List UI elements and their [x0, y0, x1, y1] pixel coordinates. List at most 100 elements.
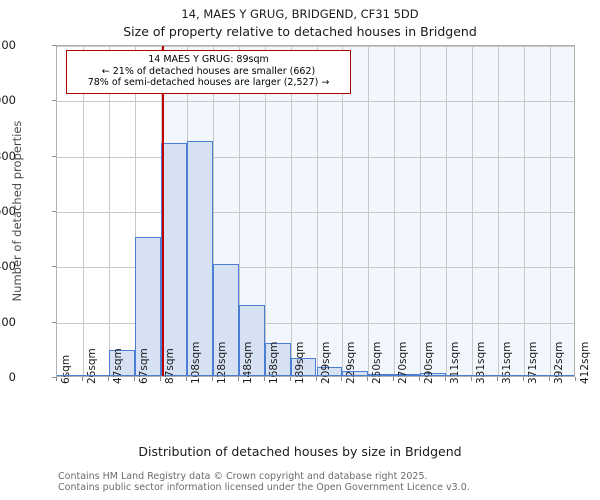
y-tick-label: 200	[0, 314, 16, 329]
gridline-vertical	[472, 46, 473, 376]
property-annotation-callout: 14 MAES Y GRUG: 89sqm ← 21% of detached …	[66, 50, 351, 94]
gridline-horizontal	[57, 156, 574, 158]
x-tick-label: 392sqm	[553, 341, 566, 384]
x-axis-title: Distribution of detached houses by size …	[138, 444, 462, 459]
gridline-vertical	[83, 46, 84, 376]
x-tick-mark	[316, 377, 317, 381]
footer-line-1: Contains HM Land Registry data © Crown c…	[58, 471, 428, 482]
plot-area	[56, 45, 575, 377]
x-tick-label: 128sqm	[215, 341, 228, 384]
chart-subtitle: Size of property relative to detached ho…	[123, 24, 477, 39]
gridline-horizontal	[57, 322, 574, 324]
x-tick-mark	[212, 377, 213, 381]
histogram-bar	[316, 366, 343, 376]
axis-baseline	[57, 374, 574, 376]
x-tick-mark	[471, 377, 472, 381]
y-tick-label: 800	[0, 148, 16, 163]
x-tick-label: 331sqm	[475, 341, 488, 384]
footer-line-2: Contains public sector information licen…	[58, 482, 470, 493]
x-tick-label: 6sqm	[60, 354, 72, 384]
x-tick-label: 87sqm	[163, 348, 176, 384]
y-tick-mark	[52, 266, 56, 268]
x-tick-label: 250sqm	[371, 341, 384, 384]
histogram-bar	[290, 358, 317, 376]
x-tick-label: 371sqm	[527, 341, 540, 384]
y-tick-mark	[52, 211, 56, 212]
x-tick-label: 108sqm	[189, 341, 202, 384]
gridline-horizontal	[57, 267, 574, 269]
histogram-bar	[186, 140, 213, 376]
gridline-vertical	[213, 46, 214, 376]
gridline-vertical	[317, 46, 318, 376]
histogram-bar	[134, 237, 161, 376]
gridline-vertical	[446, 46, 447, 376]
gridline-vertical	[498, 46, 499, 376]
gridline-horizontal	[57, 212, 574, 213]
y-tick-mark	[52, 377, 56, 378]
x-tick-mark	[108, 377, 109, 381]
x-tick-mark	[445, 377, 446, 381]
y-tick-mark	[52, 155, 56, 157]
y-tick-label: 400	[0, 259, 16, 274]
gridline-vertical	[550, 46, 551, 376]
gridline-horizontal	[57, 46, 574, 47]
x-tick-mark	[523, 377, 524, 381]
histogram-bar	[342, 371, 369, 376]
x-tick-mark	[186, 377, 187, 381]
x-tick-mark	[56, 377, 57, 381]
x-tick-mark	[393, 377, 394, 381]
x-tick-mark	[549, 377, 550, 381]
x-tick-label: 270sqm	[397, 341, 410, 384]
histogram-bar	[160, 143, 187, 376]
x-tick-mark	[160, 377, 161, 381]
y-tick-label: 1000	[0, 93, 16, 108]
x-tick-label: 148sqm	[241, 341, 254, 384]
x-tick-label: 351sqm	[501, 341, 514, 384]
histogram-bar	[238, 305, 265, 376]
x-tick-label: 189sqm	[293, 341, 306, 384]
gridline-vertical	[420, 46, 421, 376]
x-tick-label: 412sqm	[579, 341, 591, 384]
x-tick-label: 229sqm	[345, 341, 358, 384]
x-tick-mark	[134, 377, 135, 381]
x-tick-label: 290sqm	[423, 341, 436, 384]
x-tick-mark	[367, 377, 368, 381]
x-tick-label: 67sqm	[137, 348, 150, 384]
gridline-vertical	[291, 46, 292, 376]
gridline-vertical	[265, 46, 266, 376]
property-marker-line	[162, 46, 164, 376]
y-tick-mark	[52, 45, 56, 46]
x-tick-label: 168sqm	[267, 341, 280, 384]
gridline-vertical	[109, 46, 110, 376]
y-tick-label: 0	[8, 370, 16, 384]
histogram-bar	[264, 343, 291, 376]
y-tick-mark	[52, 321, 56, 323]
x-tick-label: 311sqm	[449, 341, 462, 384]
x-tick-label: 209sqm	[319, 341, 332, 384]
annotation-line-3: 78% of semi-detached houses are larger (…	[87, 77, 330, 88]
gridline-horizontal	[57, 101, 574, 103]
x-tick-label: 47sqm	[111, 348, 124, 384]
gridline-vertical	[394, 46, 395, 376]
x-tick-mark	[290, 377, 291, 381]
chart-title-block: 14, MAES Y GRUG, BRIDGEND, CF31 5DD Size…	[0, 6, 600, 41]
x-tick-mark	[341, 377, 342, 381]
x-tick-mark	[575, 377, 576, 381]
histogram-bar	[212, 263, 239, 376]
x-tick-mark	[419, 377, 420, 381]
histogram-bar	[108, 349, 135, 376]
gridline-vertical	[524, 46, 525, 376]
gridline-vertical	[239, 46, 240, 376]
gridline-vertical	[342, 46, 343, 376]
x-tick-mark	[82, 377, 83, 381]
gridline-vertical	[135, 46, 136, 376]
x-tick-mark	[497, 377, 498, 381]
annotation-line-1: 14 MAES Y GRUG: 89sqm	[148, 54, 269, 65]
x-tick-label: 26sqm	[85, 348, 98, 384]
y-tick-label: 600	[0, 204, 16, 218]
y-tick-mark	[52, 100, 56, 102]
attribution-footer: Contains HM Land Registry data © Crown c…	[58, 471, 470, 493]
x-tick-mark	[264, 377, 265, 381]
x-tick-mark	[238, 377, 239, 381]
